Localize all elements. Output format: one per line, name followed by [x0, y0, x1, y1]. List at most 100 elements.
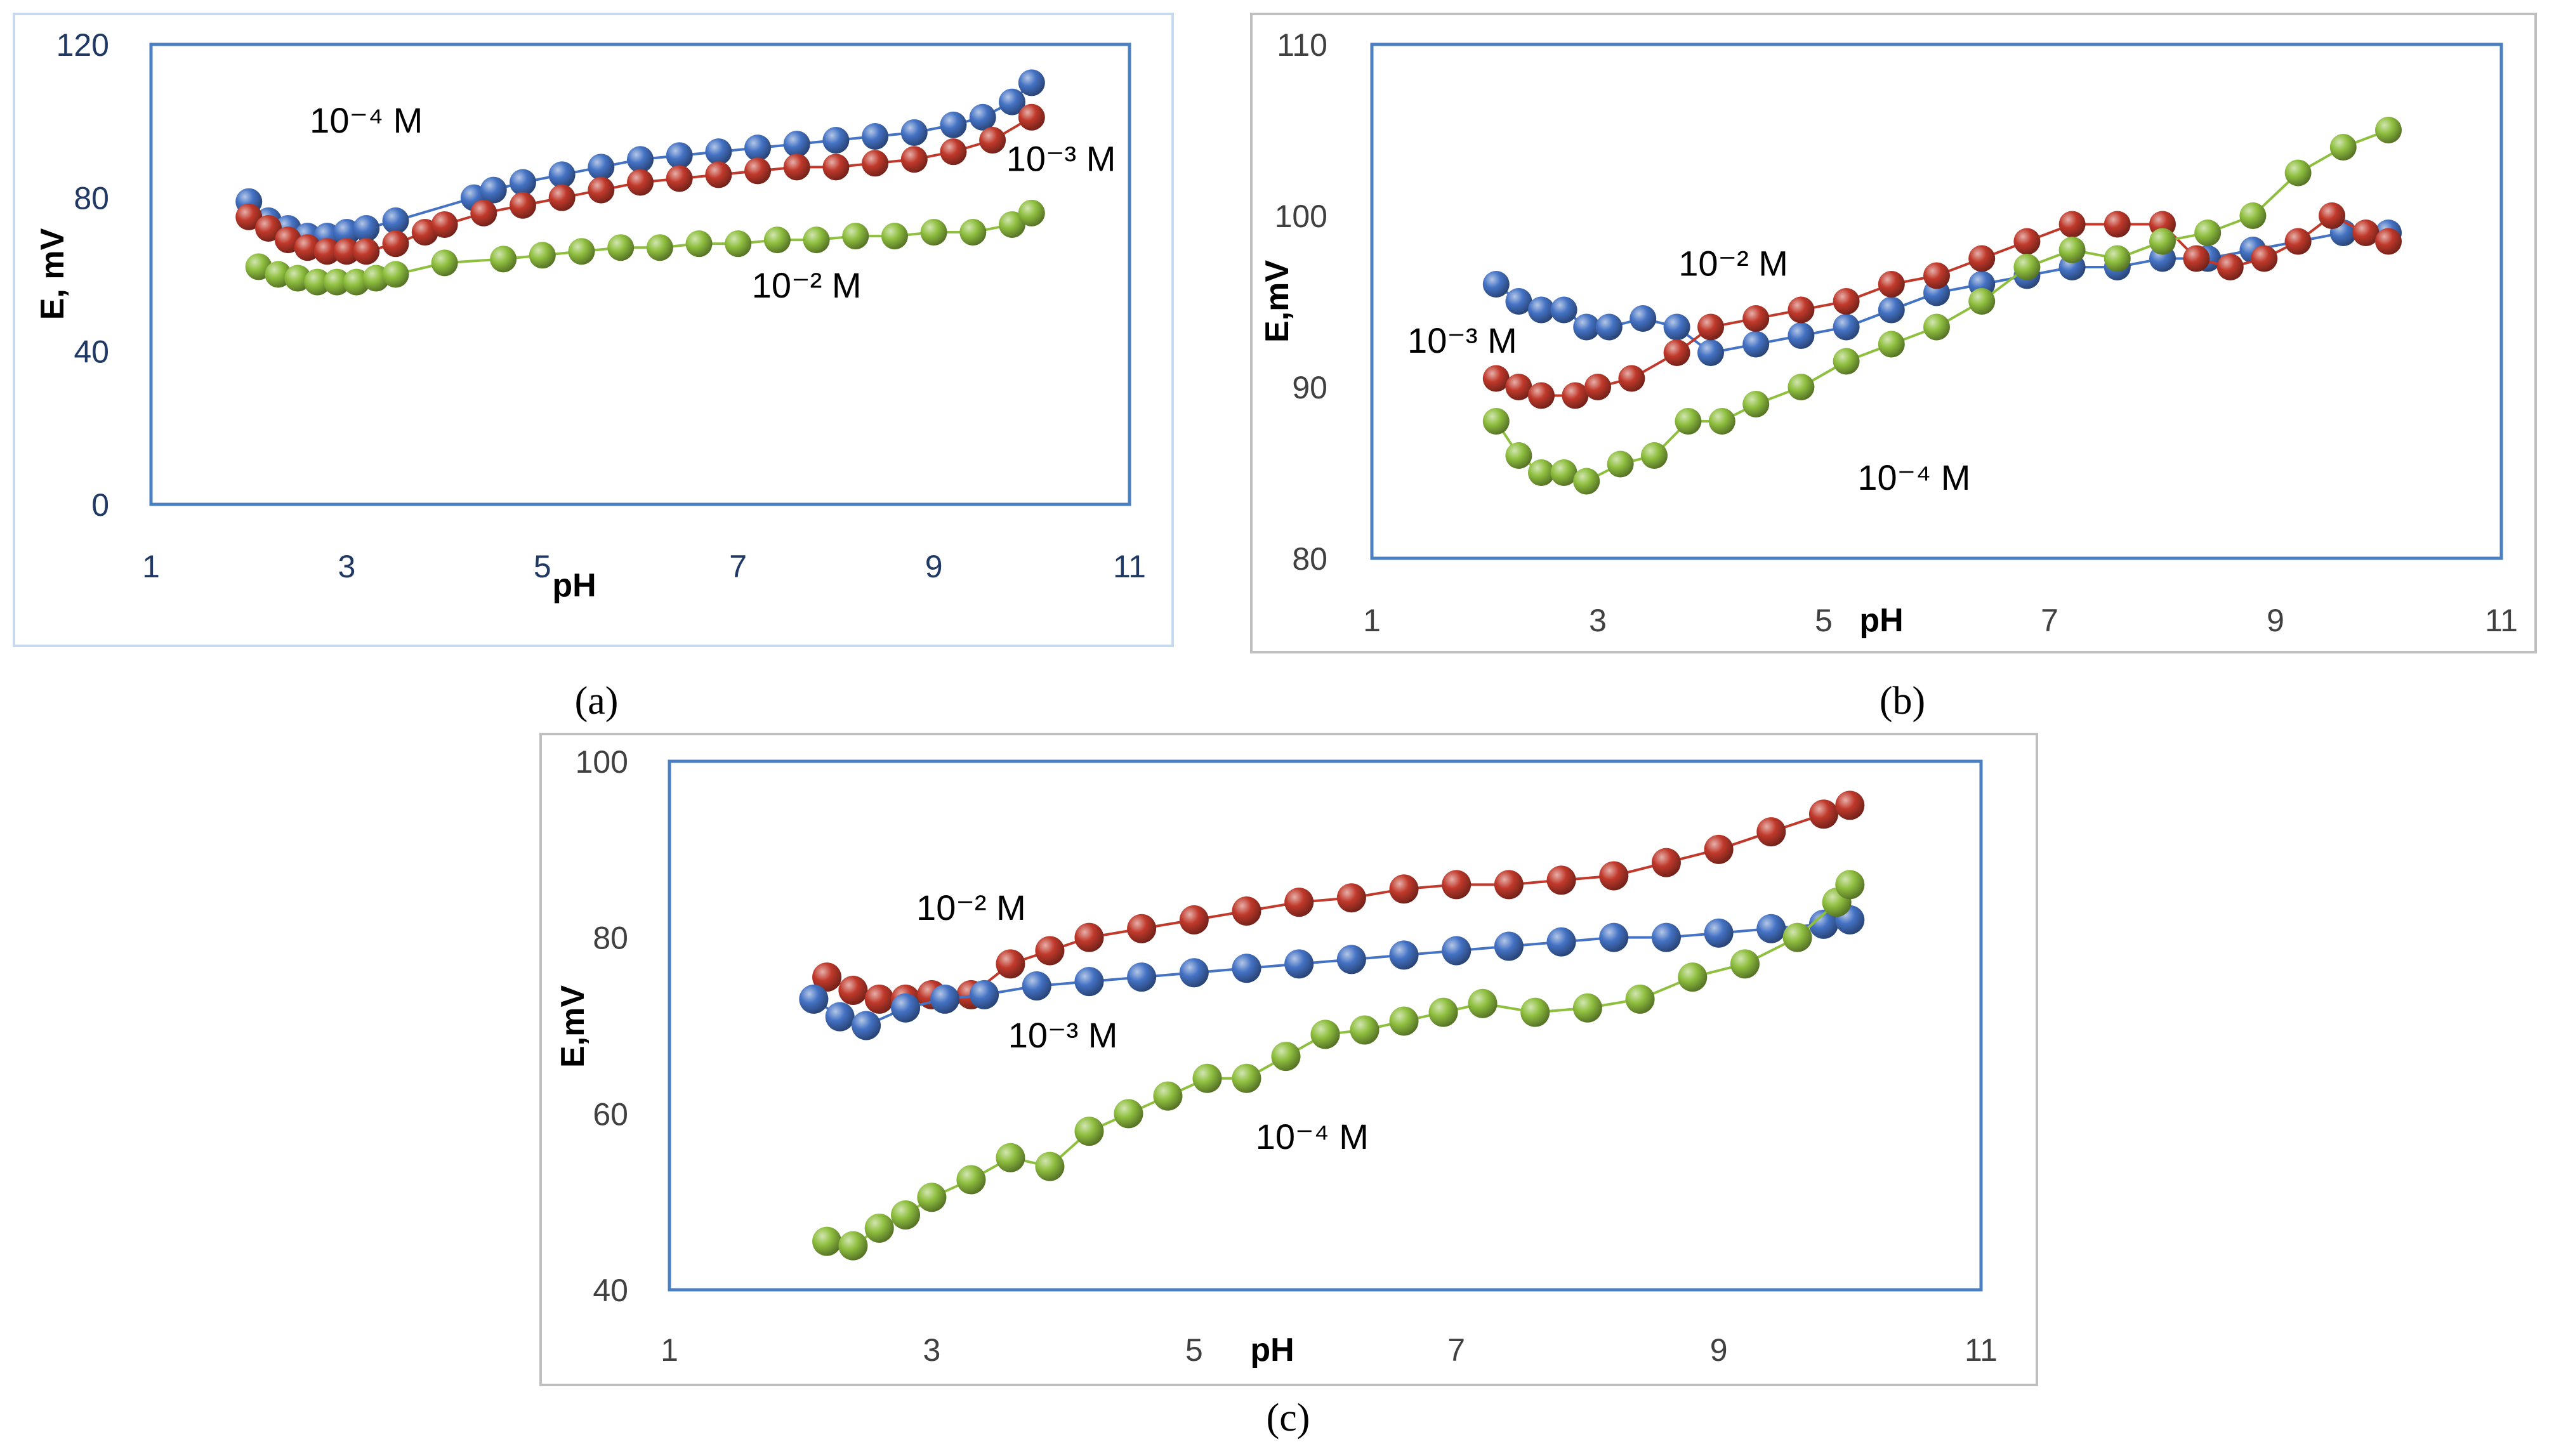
x-tick-label: 7	[729, 549, 747, 584]
data-point	[548, 184, 576, 211]
data-point	[2239, 202, 2267, 229]
chart-panel-c: 40 60 80 100 1 3 5 7 9 11 pH E,mV 10⁻² M 10⁻³ M 10⁻⁴ M	[539, 733, 2038, 1386]
data-point	[1618, 365, 1645, 392]
data-point	[1742, 305, 1770, 332]
data-point	[1153, 1081, 1183, 1111]
series-label: 10⁻² M	[1678, 244, 1788, 284]
data-point	[1923, 262, 1950, 289]
x-tick-label: 11	[2485, 603, 2518, 638]
data-point	[812, 1226, 842, 1256]
data-point	[2058, 211, 2086, 238]
data-point	[382, 261, 409, 288]
data-point	[588, 154, 615, 181]
data-point	[1179, 905, 1209, 935]
data-point	[1022, 971, 1051, 1001]
data-point	[940, 111, 967, 138]
data-point	[1505, 374, 1532, 400]
data-point	[998, 211, 1025, 238]
data-point	[842, 223, 869, 250]
x-axis-title: pH	[552, 567, 596, 604]
data-point	[799, 984, 829, 1014]
data-point	[852, 1011, 881, 1040]
x-tick-label: 9	[925, 549, 943, 584]
x-tick-label: 1	[661, 1332, 678, 1368]
x-tick-label: 5	[534, 549, 551, 584]
data-point	[891, 1200, 921, 1230]
series-label: 10⁻² M	[916, 888, 1026, 928]
series-label: 10⁻³ M	[1006, 138, 1116, 178]
data-point	[920, 219, 947, 246]
data-point	[1428, 997, 1458, 1027]
series-green	[812, 870, 1865, 1261]
data-point	[822, 127, 850, 154]
data-point	[1350, 1015, 1379, 1045]
data-point	[1599, 922, 1629, 952]
data-point	[1808, 909, 1838, 939]
data-point	[917, 1183, 947, 1212]
data-point	[2104, 211, 2131, 238]
data-point	[1835, 790, 1865, 820]
data-point	[969, 103, 996, 131]
data-point	[705, 138, 732, 166]
data-point	[431, 249, 458, 277]
x-tick-label: 1	[142, 549, 160, 584]
data-point	[1468, 988, 1498, 1018]
data-point	[1018, 103, 1045, 131]
data-point	[1663, 313, 1690, 341]
data-point	[1520, 997, 1550, 1027]
y-tick-label: 0	[91, 487, 109, 523]
y-tick-label: 100	[576, 744, 628, 780]
data-point	[1179, 958, 1209, 988]
data-point	[956, 1165, 986, 1195]
data-point	[2058, 237, 2086, 263]
data-point	[1482, 408, 1510, 435]
data-point	[685, 230, 713, 258]
data-point	[970, 980, 999, 1009]
data-point	[1482, 365, 1510, 392]
data-point	[588, 176, 615, 204]
data-point	[2375, 228, 2402, 255]
data-point	[862, 123, 889, 150]
data-point	[1074, 967, 1104, 997]
data-point	[1528, 459, 1555, 486]
data-point	[959, 219, 987, 246]
data-point	[864, 984, 894, 1014]
data-point	[313, 238, 341, 265]
data-point	[881, 223, 908, 250]
data-point	[1663, 339, 1690, 366]
data-point	[1494, 870, 1524, 900]
data-point	[353, 215, 380, 242]
data-point	[2104, 245, 2131, 272]
data-point	[940, 138, 967, 166]
data-point	[1756, 914, 1786, 943]
data-point	[979, 127, 1006, 154]
y-tick-label: 80	[74, 181, 109, 216]
data-point	[1389, 940, 1419, 970]
data-point	[1018, 69, 1045, 96]
data-point	[548, 161, 576, 188]
data-point	[1788, 296, 1815, 324]
series-label: 10⁻³ M	[1407, 320, 1517, 360]
data-point	[1494, 931, 1524, 961]
y-tick-label: 40	[74, 334, 109, 369]
data-point	[490, 246, 517, 273]
data-point	[783, 131, 810, 158]
data-point	[1697, 339, 1724, 366]
data-point	[1442, 936, 1472, 966]
data-point	[862, 150, 889, 177]
data-point	[1389, 1006, 1419, 1036]
series-label: 10⁻⁴ M	[1256, 1117, 1369, 1157]
data-point	[1788, 374, 1815, 400]
data-point	[607, 234, 635, 261]
data-point	[998, 88, 1025, 115]
data-point	[1730, 949, 1760, 979]
panel-label: (a)	[575, 679, 619, 723]
data-point	[1584, 374, 1611, 400]
data-point	[304, 268, 331, 296]
x-tick-label: 9	[2267, 603, 2284, 638]
data-point	[1675, 408, 1702, 435]
data-point	[255, 215, 282, 242]
data-point	[1528, 296, 1555, 324]
data-point	[470, 199, 497, 226]
